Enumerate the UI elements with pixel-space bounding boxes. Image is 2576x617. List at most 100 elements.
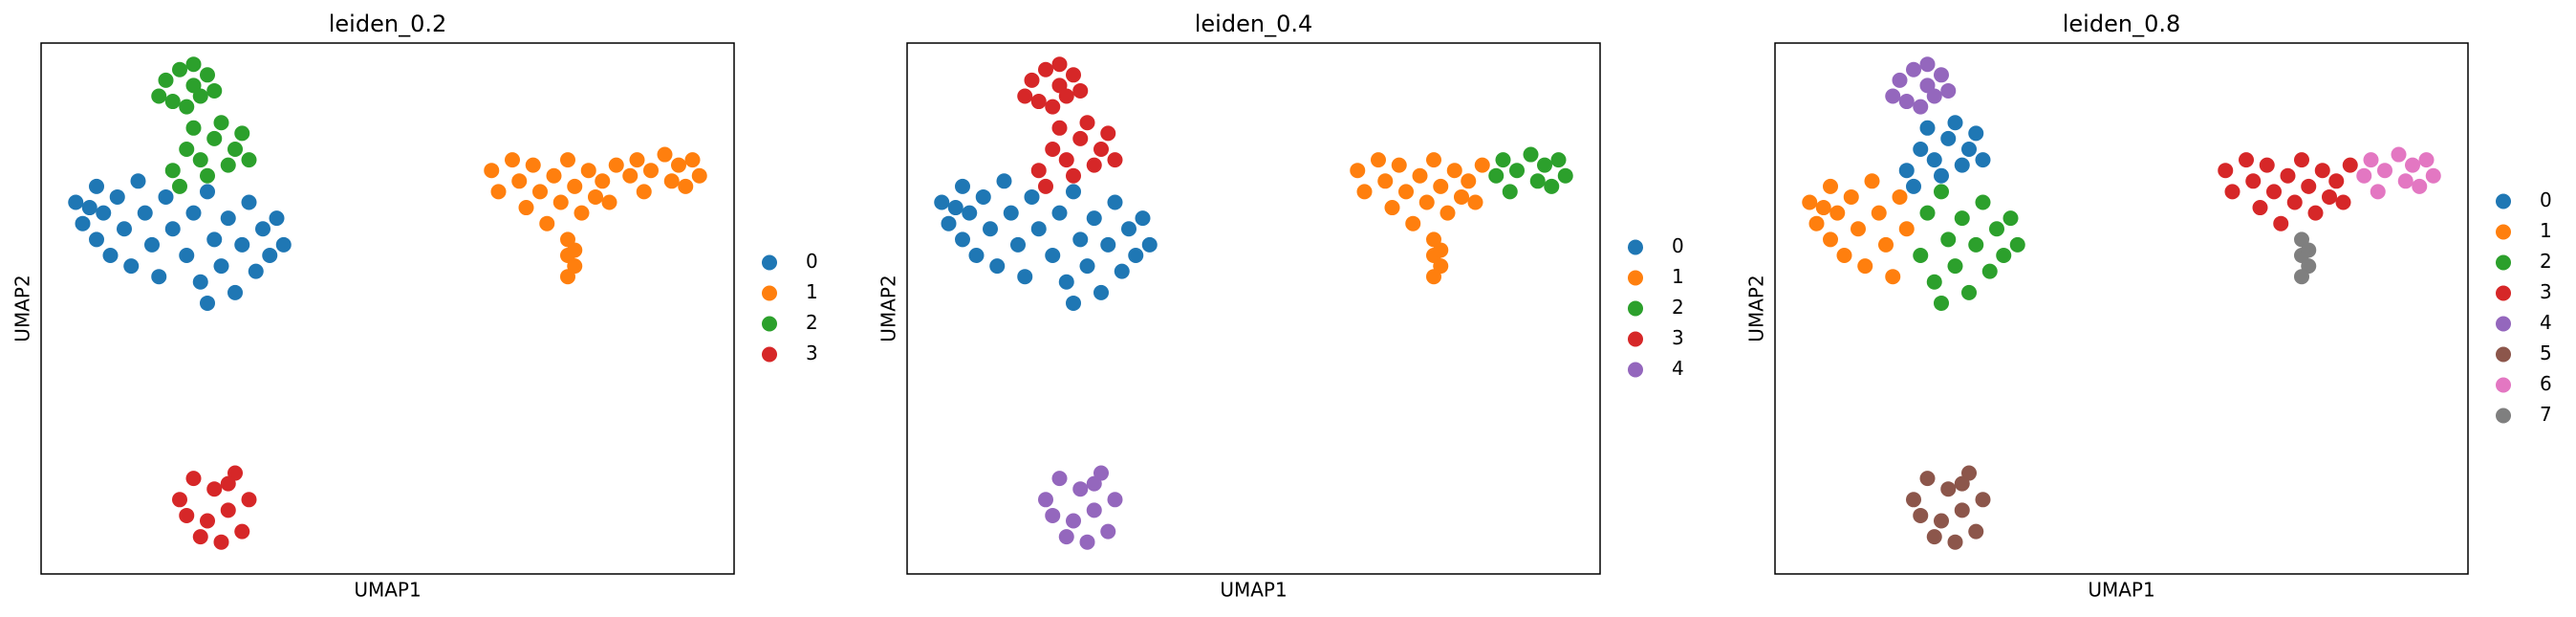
point: [220, 157, 236, 173]
legend-label: 2: [1672, 296, 1684, 319]
legend-label: 7: [2540, 403, 2552, 426]
legend-label: 5: [2540, 342, 2552, 364]
point: [1058, 152, 1074, 168]
legend-marker: [1628, 300, 1643, 317]
point: [1356, 184, 1373, 200]
point: [1114, 263, 1130, 279]
point: [1892, 72, 1908, 88]
point: [269, 210, 285, 227]
point: [1100, 236, 1116, 253]
point: [1502, 184, 1518, 200]
point: [1412, 167, 1428, 184]
point: [234, 523, 250, 540]
point: [1135, 210, 1151, 227]
point: [123, 258, 140, 275]
point: [2425, 167, 2441, 184]
point: [1537, 157, 1552, 173]
legend-marker: [2496, 377, 2511, 393]
point: [518, 200, 534, 216]
point: [1474, 157, 1490, 173]
point: [151, 88, 167, 104]
point: [2314, 163, 2330, 179]
point: [200, 67, 215, 83]
point: [1898, 94, 1915, 110]
point: [1107, 152, 1123, 168]
legend-marker: [762, 254, 777, 271]
axes-frame: [906, 42, 1601, 575]
point: [1010, 236, 1026, 253]
point: [1913, 248, 1929, 263]
point: [1467, 194, 1483, 210]
x-axis-label: UMAP1: [354, 579, 421, 602]
point: [248, 263, 264, 279]
point: [1544, 178, 1560, 194]
point: [1058, 274, 1074, 290]
point: [983, 221, 998, 237]
point: [1058, 88, 1074, 104]
point: [1919, 471, 1936, 487]
point: [241, 492, 257, 508]
point: [192, 274, 208, 290]
point: [1045, 507, 1061, 523]
point: [213, 258, 229, 275]
legend-marker: [762, 316, 777, 332]
point: [1934, 67, 1949, 83]
point: [185, 471, 202, 487]
point: [1892, 188, 1908, 205]
point: [1051, 205, 1068, 221]
point: [117, 221, 132, 237]
point: [1975, 152, 1991, 168]
point: [2405, 157, 2420, 173]
point: [1100, 125, 1116, 142]
point: [1093, 284, 1109, 300]
point: [1808, 215, 1825, 231]
point: [2418, 152, 2435, 168]
point: [2259, 157, 2275, 173]
point: [2307, 205, 2324, 221]
point: [1030, 163, 1047, 179]
point: [2363, 152, 2379, 168]
point: [2280, 167, 2296, 184]
point: [2224, 184, 2240, 200]
point: [241, 194, 257, 210]
point: [164, 94, 181, 110]
legend-marker: [2496, 408, 2511, 424]
point: [2356, 167, 2372, 184]
point: [2301, 178, 2317, 194]
point: [955, 231, 970, 248]
point: [657, 146, 673, 163]
axes-frame: [40, 42, 735, 575]
point: [595, 173, 611, 189]
point: [691, 167, 707, 184]
point: [1079, 115, 1095, 131]
legend-label: 2: [2540, 250, 2552, 273]
point: [525, 157, 541, 173]
legend-marker: [1628, 270, 1643, 286]
point: [89, 178, 104, 194]
point: [1802, 194, 1818, 210]
point: [200, 513, 215, 529]
point: [1433, 242, 1449, 258]
point: [1968, 523, 1984, 540]
point: [192, 529, 208, 545]
point: [1079, 258, 1095, 275]
point: [179, 507, 195, 523]
legend-marker: [1628, 331, 1643, 347]
point: [1066, 513, 1081, 529]
point: [1934, 167, 1949, 184]
point: [1377, 173, 1394, 189]
legend-marker: [1628, 362, 1643, 378]
point: [1488, 167, 1504, 184]
point: [1940, 481, 1957, 497]
point: [1981, 263, 1998, 279]
point: [220, 502, 236, 518]
legend-marker: [762, 285, 777, 301]
point: [227, 284, 243, 300]
point: [213, 115, 229, 131]
point: [164, 163, 181, 179]
point: [1509, 163, 1525, 179]
point: [1857, 258, 1873, 275]
point: [1418, 194, 1435, 210]
point: [2286, 194, 2303, 210]
point: [643, 163, 659, 179]
